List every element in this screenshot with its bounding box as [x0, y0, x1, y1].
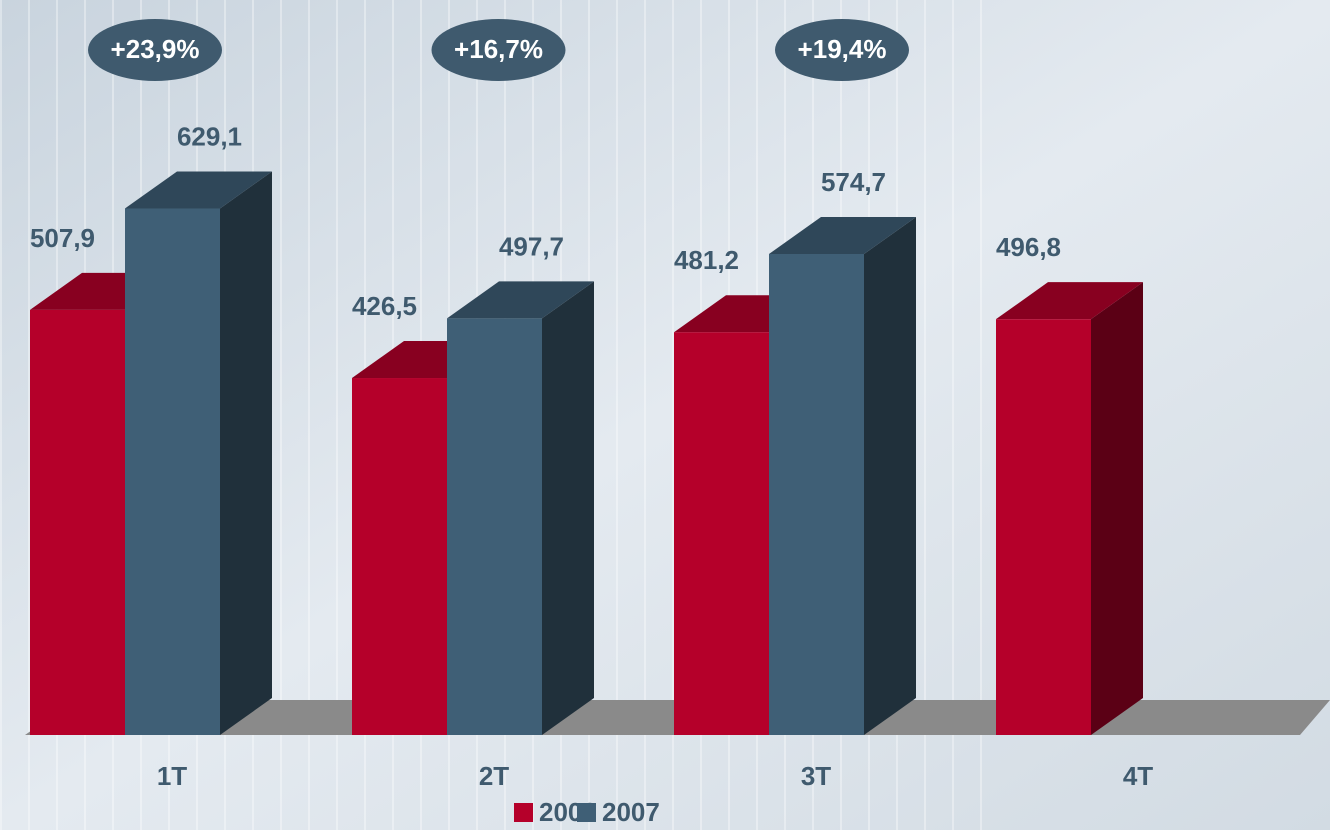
bar-side	[542, 281, 594, 735]
bar	[996, 319, 1091, 735]
x-tick-label: 2T	[479, 761, 509, 791]
bar	[30, 310, 125, 735]
data-label: 507,9	[30, 223, 95, 253]
x-tick-label: 4T	[1123, 761, 1153, 791]
annotation: +19,4%	[798, 34, 887, 64]
bar-side	[1091, 282, 1143, 735]
bar	[447, 318, 542, 735]
data-label: 497,7	[499, 231, 564, 261]
annotation: +16,7%	[454, 34, 543, 64]
data-label: 574,7	[821, 167, 886, 197]
bar	[352, 378, 447, 735]
data-label: 629,1	[177, 121, 242, 151]
legend-label: 2007	[602, 797, 660, 827]
data-label: 426,5	[352, 291, 417, 321]
x-tick-label: 3T	[801, 761, 831, 791]
x-tick-label: 1T	[157, 761, 187, 791]
annotation: +23,9%	[111, 34, 200, 64]
bar-side	[220, 171, 272, 735]
bar	[769, 254, 864, 735]
bar	[674, 332, 769, 735]
bar-side	[864, 217, 916, 735]
legend-swatch	[577, 803, 596, 822]
data-label: 496,8	[996, 232, 1061, 262]
bar	[125, 208, 220, 735]
chart: 1T 2T 3T 4T 507,9 629,1 426,5 497,7 481,2 574,7 49…	[0, 0, 1330, 830]
legend-swatch	[514, 803, 533, 822]
data-label: 481,2	[674, 245, 739, 275]
